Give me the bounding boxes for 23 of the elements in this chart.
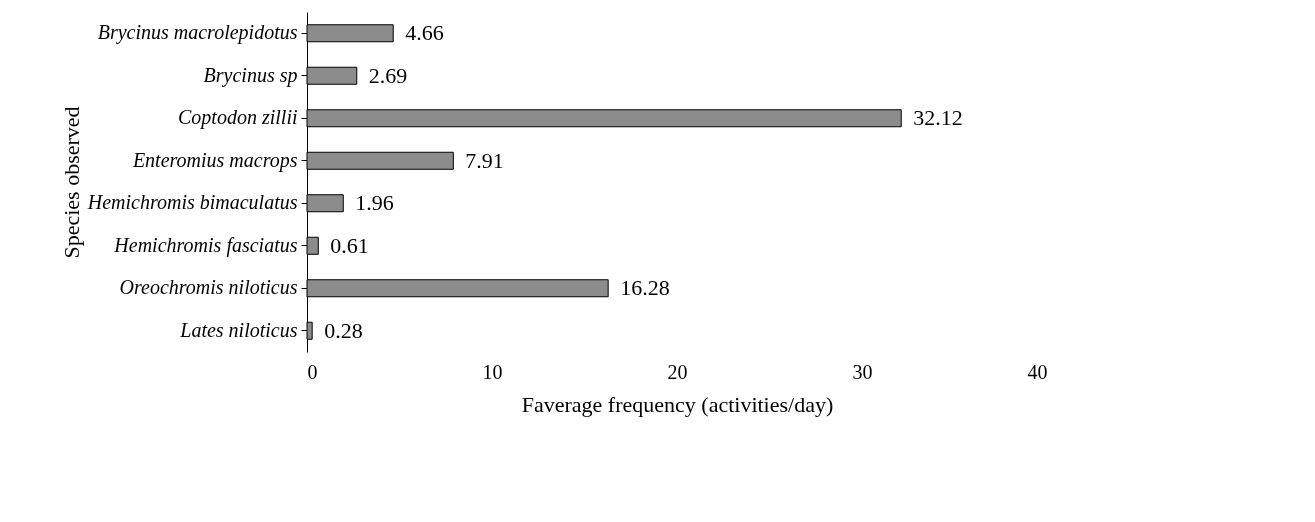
x-axis-title: Faverage frequency (activities/day) (521, 391, 834, 417)
y-tick-label: Enteromius macrops (131, 148, 298, 172)
y-tick-label: Brycinus sp (203, 63, 298, 87)
data-label: 32.12 (913, 105, 963, 131)
data-label: 1.96 (355, 190, 394, 216)
data-label: 0.28 (324, 317, 363, 343)
data-label: 2.69 (368, 62, 408, 88)
data-label: 0.61 (330, 232, 369, 258)
data-label: 16.28 (620, 275, 670, 301)
y-tick-label: Brycinus macrolepidotus (97, 21, 298, 45)
data-label: 4.66 (405, 20, 444, 46)
x-tick-label: 20 (667, 360, 688, 383)
data-label: 7.91 (465, 147, 504, 173)
y-tick-label: Hemichromis fasciatus (113, 233, 298, 257)
x-tick-label: 40 (1027, 360, 1048, 383)
x-tick-label: 30 (852, 360, 873, 383)
x-tick-label: 10 (482, 360, 503, 383)
y-tick-label: Oreochromis niloticus (119, 276, 298, 299)
y-tick-label: Lates niloticus (179, 318, 298, 341)
y-tick-label: Hemichromis bimaculatus (86, 191, 298, 214)
y-tick-label: Coptodon zillii (178, 106, 298, 130)
y-axis-title: Species observed (58, 106, 84, 259)
x-tick-label: 0 (307, 360, 318, 383)
